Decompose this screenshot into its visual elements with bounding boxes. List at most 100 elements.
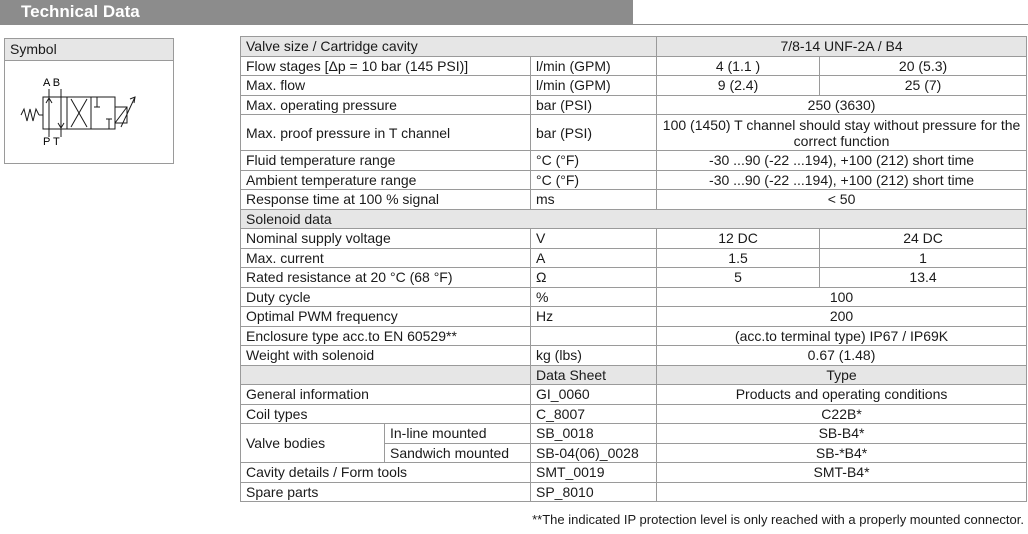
row-value: 200 bbox=[656, 306, 1028, 327]
table-row: Coil types C_8007 C22B* bbox=[240, 403, 1028, 424]
table-row: Rated resistance at 20 °C (68 °F) Ω 5 13… bbox=[240, 267, 1028, 288]
type-header: Type bbox=[656, 364, 1028, 385]
table-row: General information GI_0060 Products and… bbox=[240, 384, 1028, 405]
row-value: 12 DC bbox=[656, 228, 821, 249]
table-row: Max. operating pressure bar (PSI) 250 (3… bbox=[240, 94, 1028, 115]
table-row: Response time at 100 % signal ms < 50 bbox=[240, 189, 1028, 210]
row-value: (acc.to terminal type) IP67 / IP69K bbox=[656, 325, 1028, 346]
technical-data-table: Valve size / Cartridge cavity 7/8-14 UNF… bbox=[239, 36, 1028, 502]
row-type bbox=[656, 481, 1028, 502]
table-row: Max. flow l/min (GPM) 9 (2.4) 25 (7) bbox=[240, 75, 1028, 96]
table-row: Data Sheet Type bbox=[240, 364, 1028, 385]
section-heading: Solenoid data bbox=[239, 208, 1028, 229]
row-value: 24 DC bbox=[819, 228, 1028, 249]
table-row: Max. current A 1.5 1 bbox=[240, 247, 1028, 268]
row-datasheet: SB-04(06)_0028 bbox=[529, 442, 658, 463]
symbol-port-bottom: P T bbox=[43, 136, 60, 147]
section-title: Technical Data bbox=[21, 2, 140, 21]
row-sublabel: In-line mounted bbox=[384, 423, 531, 444]
row-unit: bar (PSI) bbox=[529, 114, 658, 151]
header-cell-empty bbox=[240, 364, 531, 385]
symbol-panel: Symbol A B P T bbox=[4, 38, 174, 164]
table-row: Nominal supply voltage V 12 DC 24 DC bbox=[240, 228, 1028, 249]
row-label: Nominal supply voltage bbox=[240, 228, 531, 249]
row-value: 4 (1.1 ) bbox=[656, 55, 821, 76]
row-type: SB-B4* bbox=[656, 423, 1028, 444]
row-unit bbox=[529, 325, 658, 346]
row-unit: kg (lbs) bbox=[529, 345, 658, 366]
row-unit: l/min (GPM) bbox=[529, 55, 658, 76]
table-row: Fluid temperature range °C (°F) -30 ...9… bbox=[240, 150, 1028, 171]
row-unit: l/min (GPM) bbox=[529, 75, 658, 96]
header-rule bbox=[633, 24, 1028, 25]
row-unit: bar (PSI) bbox=[529, 94, 658, 115]
row-label: Weight with solenoid bbox=[240, 345, 531, 366]
row-datasheet: SP_8010 bbox=[529, 481, 658, 502]
table-row: Spare parts SP_8010 bbox=[240, 481, 1028, 502]
table-row: Flow stages [Δp = 10 bar (145 PSI)] l/mi… bbox=[240, 55, 1028, 76]
row-unit: A bbox=[529, 247, 658, 268]
row-value: 1.5 bbox=[656, 247, 821, 268]
row-datasheet: SMT_0019 bbox=[529, 462, 658, 483]
row-label: Valve bodies bbox=[240, 423, 385, 463]
row-value: 0.67 (1.48) bbox=[656, 345, 1028, 366]
row-type: C22B* bbox=[656, 403, 1028, 424]
row-label: Flow stages [Δp = 10 bar (145 PSI)] bbox=[240, 55, 531, 76]
row-type: SMT-B4* bbox=[656, 462, 1028, 483]
table-row: Valve size / Cartridge cavity 7/8-14 UNF… bbox=[239, 36, 1028, 57]
row-unit: % bbox=[529, 286, 658, 307]
table-row: Optimal PWM frequency Hz 200 bbox=[240, 306, 1028, 327]
row-type: SB-*B4* bbox=[656, 442, 1028, 463]
row-label: Max. current bbox=[240, 247, 531, 268]
row-unit: Ω bbox=[529, 267, 658, 288]
table-row: Sandwich mounted SB-04(06)_0028 SB-*B4* bbox=[241, 442, 1028, 463]
table-row: Weight with solenoid kg (lbs) 0.67 (1.48… bbox=[240, 345, 1028, 366]
row-value: 1 bbox=[819, 247, 1028, 268]
table-row: Cavity details / Form tools SMT_0019 SMT… bbox=[240, 462, 1028, 483]
row-value: 13.4 bbox=[819, 267, 1028, 288]
symbol-port-top: A B bbox=[43, 77, 60, 89]
row-value: < 50 bbox=[656, 189, 1028, 210]
row-value: 9 (2.4) bbox=[656, 75, 821, 96]
row-label: Spare parts bbox=[240, 481, 531, 502]
row-label: Ambient temperature range bbox=[240, 169, 531, 190]
row-label: Rated resistance at 20 °C (68 °F) bbox=[240, 267, 531, 288]
table-row: Solenoid data bbox=[239, 208, 1028, 229]
table-row: Duty cycle % 100 bbox=[240, 286, 1028, 307]
row-value: 250 (3630) bbox=[656, 94, 1028, 115]
row-value: 7/8-14 UNF-2A / B4 bbox=[656, 36, 1028, 57]
row-label: Coil types bbox=[240, 403, 531, 424]
row-label: Cavity details / Form tools bbox=[240, 462, 531, 483]
row-value: 20 (5.3) bbox=[819, 55, 1028, 76]
row-label: Duty cycle bbox=[240, 286, 531, 307]
row-sublabel: Sandwich mounted bbox=[384, 442, 531, 463]
table-row: Ambient temperature range °C (°F) -30 ..… bbox=[240, 169, 1028, 190]
symbol-title: Symbol bbox=[5, 39, 173, 61]
row-label: Max. proof pressure in T channel bbox=[240, 114, 531, 151]
table-row: Max. proof pressure in T channel bar (PS… bbox=[240, 114, 1028, 151]
row-unit: °C (°F) bbox=[529, 150, 658, 171]
row-label: Response time at 100 % signal bbox=[240, 189, 531, 210]
row-label: Fluid temperature range bbox=[240, 150, 531, 171]
row-label: Max. flow bbox=[240, 75, 531, 96]
row-unit: °C (°F) bbox=[529, 169, 658, 190]
row-value: -30 ...90 (-22 ...194), +100 (212) short… bbox=[656, 150, 1028, 171]
row-value: 5 bbox=[656, 267, 821, 288]
row-label: Max. operating pressure bbox=[240, 94, 531, 115]
row-label: General information bbox=[240, 384, 531, 405]
row-datasheet: SB_0018 bbox=[529, 423, 658, 444]
row-label: Optimal PWM frequency bbox=[240, 306, 531, 327]
hydraulic-valve-symbol-icon: A B P T bbox=[20, 77, 136, 147]
row-datasheet: GI_0060 bbox=[529, 384, 658, 405]
row-datasheet: C_8007 bbox=[529, 403, 658, 424]
row-value: 25 (7) bbox=[819, 75, 1028, 96]
row-label: Valve size / Cartridge cavity bbox=[239, 36, 658, 57]
row-value: 100 (1450) T channel should stay without… bbox=[656, 114, 1028, 151]
row-value: 100 bbox=[656, 286, 1028, 307]
table-row: Enclosure type acc.to EN 60529** (acc.to… bbox=[240, 325, 1028, 346]
row-value: -30 ...90 (-22 ...194), +100 (212) short… bbox=[656, 169, 1028, 190]
row-label: Enclosure type acc.to EN 60529** bbox=[240, 325, 531, 346]
datasheet-header: Data Sheet bbox=[529, 364, 658, 385]
row-unit: V bbox=[529, 228, 658, 249]
table-row: Valve bodies In-line mounted SB_0018 SB-… bbox=[240, 423, 1028, 463]
